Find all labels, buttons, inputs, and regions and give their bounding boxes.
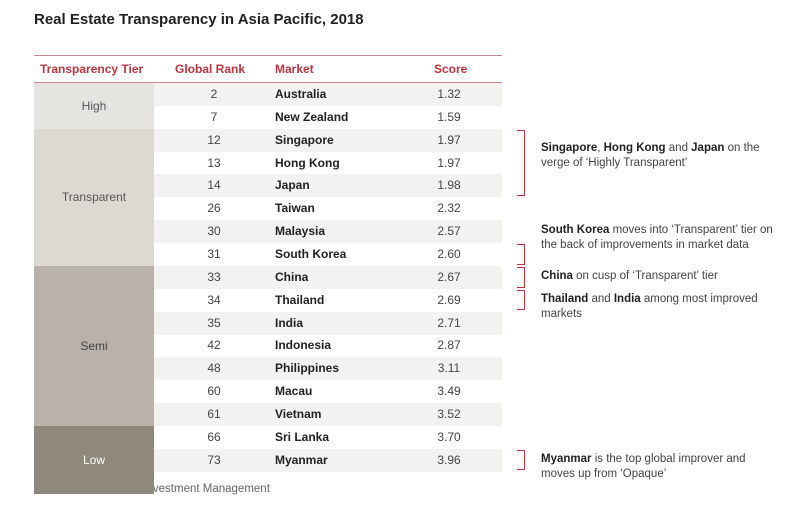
market-cell: Myanmar xyxy=(275,452,328,467)
annotation-phrase: and xyxy=(665,141,692,154)
annotation-text: Singapore, Hong Kong and Japan on the ve… xyxy=(541,141,781,171)
rank-cell: 26 xyxy=(207,201,221,216)
rank-cell: 33 xyxy=(207,269,221,284)
header-rank: Global Rank xyxy=(175,62,246,76)
table-row: 60 Macau 3.49 xyxy=(34,380,502,403)
score-cell: 2.57 xyxy=(437,224,461,239)
market-cell: Macau xyxy=(275,384,313,399)
rank-cell: 66 xyxy=(207,429,221,444)
market-cell: Sri Lanka xyxy=(275,429,330,444)
score-cell: 1.97 xyxy=(437,155,461,170)
annotation-phrase: is the top global improver and moves up … xyxy=(541,452,746,480)
header-market: Market xyxy=(275,62,314,76)
score-cell: 1.32 xyxy=(437,87,461,101)
rank-cell: 14 xyxy=(207,178,221,193)
table-row: 42 Indonesia 2.87 xyxy=(34,334,502,357)
annotation-phrase: on cusp of ‘Transparent’ tier xyxy=(572,269,718,282)
market-cell: Malaysia xyxy=(275,224,326,239)
score-cell: 2.71 xyxy=(437,315,461,330)
table-row: 34 Thailand 2.69 xyxy=(34,289,502,312)
annotation-market: Singapore xyxy=(541,141,598,154)
table-row: 13 Hong Kong 1.97 xyxy=(34,152,502,175)
market-cell: Australia xyxy=(275,87,327,101)
rank-cell: 30 xyxy=(207,224,221,239)
market-cell: Philippines xyxy=(275,361,340,376)
score-cell: 2.69 xyxy=(437,292,461,307)
rank-cell: 2 xyxy=(210,87,218,101)
market-cell: Japan xyxy=(275,178,310,193)
rank-cell: 13 xyxy=(207,155,221,170)
table-row: 66 Sri Lanka 3.70 xyxy=(34,426,502,449)
score-cell: 3.11 xyxy=(437,361,461,376)
annotation-bracket xyxy=(517,266,525,288)
header-score: Score xyxy=(434,62,468,76)
score-cell: 1.97 xyxy=(437,132,461,147)
rank-cell: 73 xyxy=(207,452,221,467)
annotation-phrase: , xyxy=(597,141,604,154)
annotation-phrase: moves into ‘Transparent’ tier on the bac… xyxy=(541,223,773,251)
rank-cell: 35 xyxy=(207,315,221,330)
annotation-bracket xyxy=(517,243,525,265)
market-cell: Vietnam xyxy=(275,406,322,421)
tier-cell-high: High xyxy=(34,83,154,129)
score-cell: 1.59 xyxy=(437,109,461,124)
rank-cell: 60 xyxy=(207,384,221,399)
rank-cell: 34 xyxy=(207,292,221,307)
annotation-market: Myanmar xyxy=(541,452,592,465)
score-cell: 3.70 xyxy=(437,429,461,444)
annotation-phrase: on the verge of ‘Highly Transparent’ xyxy=(541,141,760,169)
annotation-bracket xyxy=(517,289,525,311)
header-tier: Transparency Tier xyxy=(40,62,144,76)
annotation-market: South Korea xyxy=(541,223,610,236)
score-cell: 3.96 xyxy=(437,452,461,467)
score-cell: 2.87 xyxy=(437,338,461,353)
market-cell: Hong Kong xyxy=(275,155,340,170)
table-row: 7 New Zealand 1.59 xyxy=(34,106,502,129)
market-cell: Thailand xyxy=(275,292,325,307)
annotation-text: South Korea moves into ‘Transparent’ tie… xyxy=(541,223,781,253)
tier-cell-low: Low xyxy=(34,425,154,495)
annotation-bracket xyxy=(517,129,525,197)
rank-cell: 42 xyxy=(207,338,221,353)
annotation-text: Myanmar is the top global improver and m… xyxy=(541,452,781,482)
rank-cell: 61 xyxy=(207,406,221,421)
annotation-phrase: and xyxy=(588,292,614,305)
rank-cell: 48 xyxy=(207,361,221,376)
annotation-market: Japan xyxy=(691,141,725,154)
top-rule xyxy=(34,55,502,56)
market-cell: New Zealand xyxy=(275,109,349,124)
score-cell: 2.67 xyxy=(437,269,461,284)
market-cell: South Korea xyxy=(275,246,347,261)
annotation-market: Thailand xyxy=(541,292,589,305)
score-cell: 2.60 xyxy=(437,246,461,261)
market-cell: China xyxy=(275,269,309,284)
score-cell: 3.52 xyxy=(437,406,461,421)
rank-cell: 31 xyxy=(207,246,221,261)
market-cell: Indonesia xyxy=(275,338,332,353)
score-cell: 3.49 xyxy=(437,384,461,399)
rank-cell: 12 xyxy=(207,132,221,147)
market-cell: Taiwan xyxy=(275,201,315,216)
annotation-market: India xyxy=(613,292,641,305)
score-cell: 2.32 xyxy=(437,201,461,216)
annotation-text: Thailand and India among most improved m… xyxy=(541,292,781,322)
table-row: 26 Taiwan 2.32 xyxy=(34,197,502,220)
rank-cell: 7 xyxy=(210,109,218,124)
table-row: 31 South Korea 2.60 xyxy=(34,243,502,266)
tier-cell-transparent: Transparent xyxy=(34,128,154,266)
annotation-bracket xyxy=(517,449,525,471)
score-cell: 1.98 xyxy=(437,178,461,193)
annotation-market: Hong Kong xyxy=(603,141,666,154)
market-cell: Singapore xyxy=(275,132,334,147)
market-cell: India xyxy=(275,315,304,330)
annotation-text: China on cusp of ‘Transparent’ tier xyxy=(541,269,781,284)
header-rule xyxy=(34,82,502,83)
tier-cell-semi: Semi xyxy=(34,265,154,426)
annotation-phrase: among most improved markets xyxy=(541,292,758,320)
chart-title: Real Estate Transparency in Asia Pacific… xyxy=(34,11,364,28)
annotation-market: China xyxy=(541,269,573,282)
